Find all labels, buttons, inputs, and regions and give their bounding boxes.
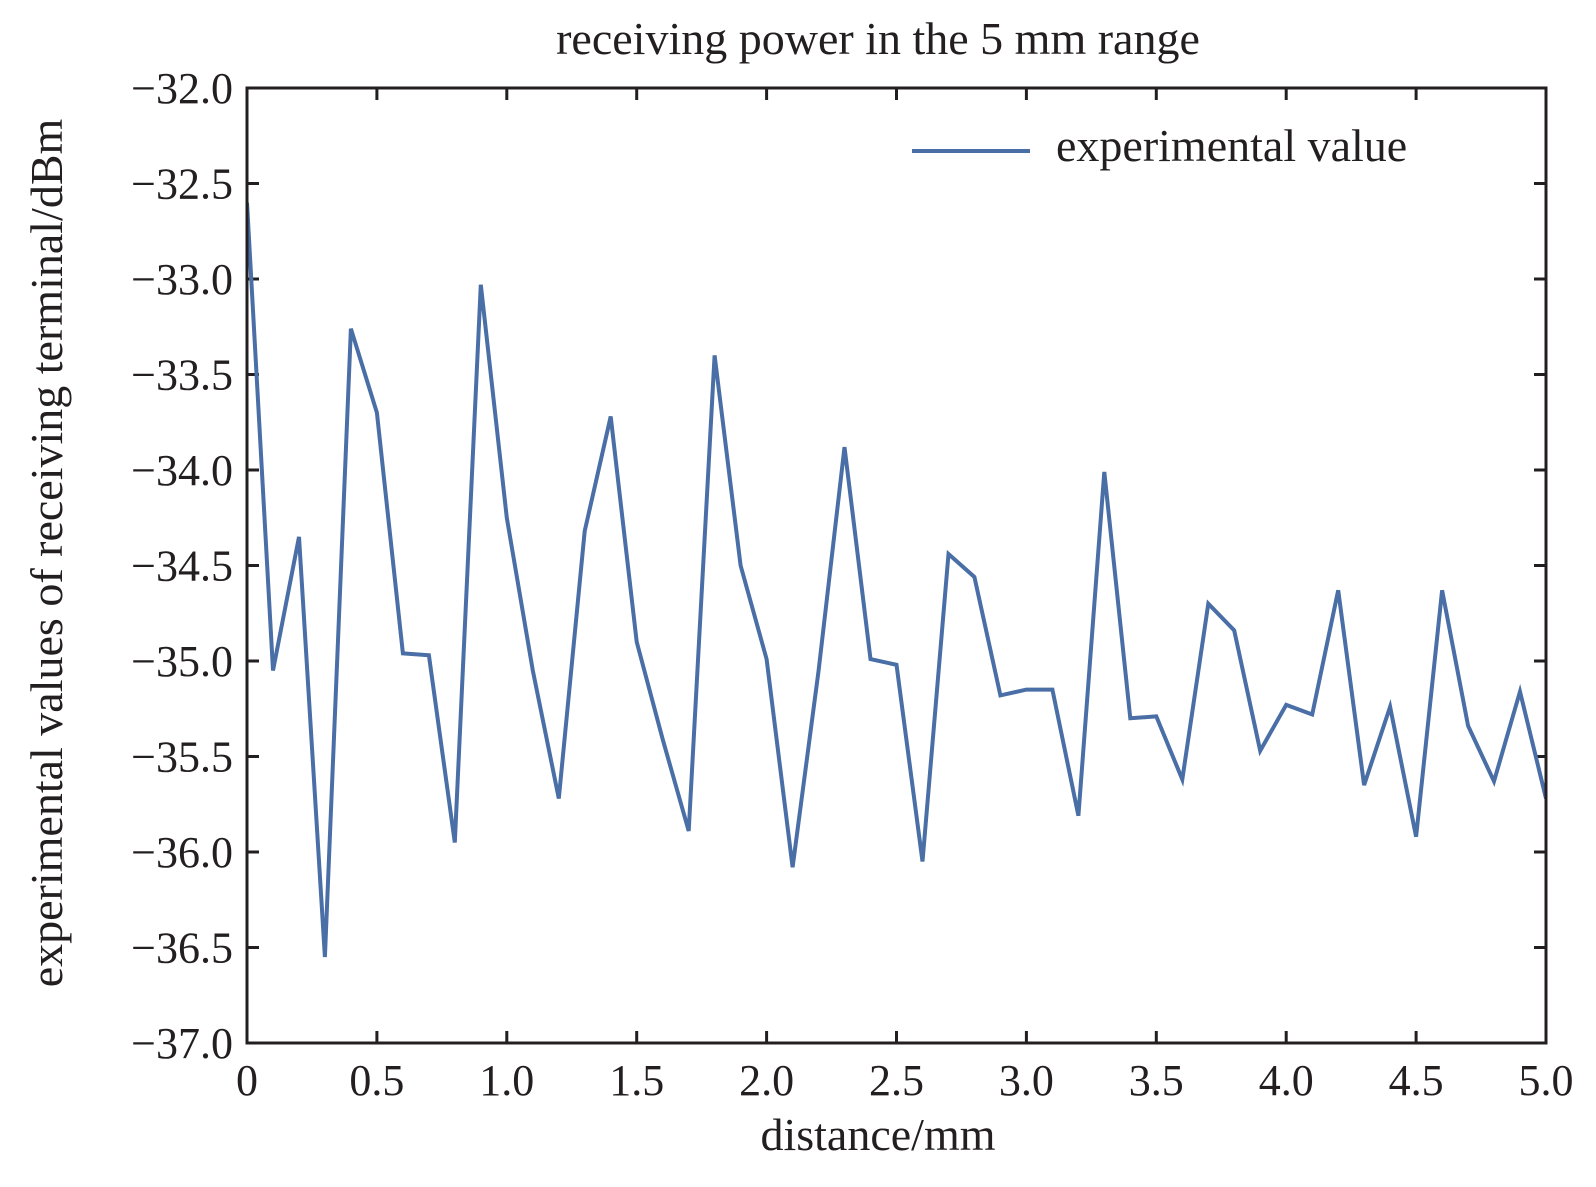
chart-title: receiving power in the 5 mm range (556, 13, 1200, 64)
y-tick-label: −36.5 (131, 924, 233, 973)
x-tick-label: 1.5 (609, 1056, 664, 1105)
x-tick-label: 4.0 (1259, 1056, 1314, 1105)
y-tick-label: −36.0 (131, 828, 233, 877)
y-tick-label: −34.5 (131, 542, 233, 591)
legend-label: experimental value (1056, 120, 1407, 171)
x-tick-label: 0 (236, 1056, 258, 1105)
x-tick-label: 2.0 (739, 1056, 794, 1105)
y-tick-label: −33.0 (131, 255, 233, 304)
series-line-experimental-value (247, 202, 1546, 958)
legend: experimental value (912, 120, 1407, 171)
x-tick-label: 3.0 (999, 1056, 1054, 1105)
y-tick-label: −37.0 (131, 1019, 233, 1068)
x-axis-label: distance/mm (760, 1109, 995, 1160)
x-tick-label: 1.0 (479, 1056, 534, 1105)
plot-frame (245, 86, 1548, 1045)
x-tick-label: 0.5 (349, 1056, 404, 1105)
x-tick-label: 3.5 (1129, 1056, 1184, 1105)
y-tick-label: −35.0 (131, 637, 233, 686)
series-layer (247, 202, 1546, 958)
x-tick-label: 2.5 (869, 1056, 924, 1105)
y-tick-label: −32.0 (131, 64, 233, 113)
x-tick-label: 5.0 (1519, 1056, 1574, 1105)
x-tick-label: 4.5 (1389, 1056, 1444, 1105)
y-axis-label: experimental values of receiving termina… (21, 118, 72, 987)
y-tick-label: −32.5 (131, 160, 233, 209)
y-tick-label: −35.5 (131, 733, 233, 782)
ticks-layer: 0 0.5 1.0 1.5 2.0 2.5 3.0 3.5 4.0 4.5 5.0 −32.0 −32.… (131, 64, 1573, 1105)
y-tick-label: −33.5 (131, 351, 233, 400)
y-tick-label: −34.0 (131, 446, 233, 495)
